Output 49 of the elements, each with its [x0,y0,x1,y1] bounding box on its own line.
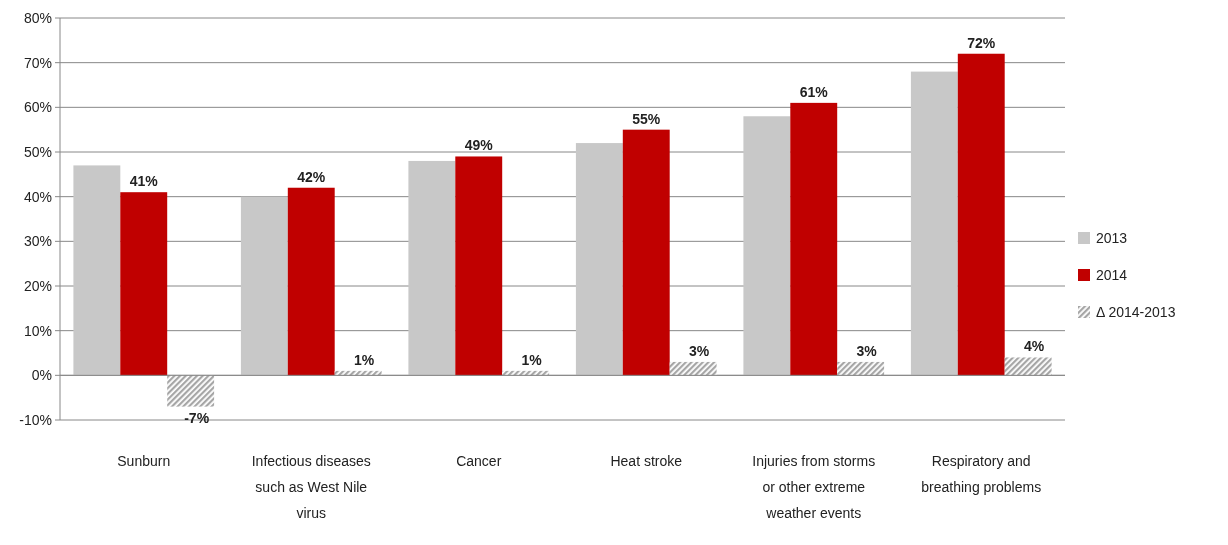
bar [287,187,335,376]
x-tick-label: Injuries from storms or other extreme weather events [752,453,876,521]
y-tick-label: 80% [23,9,52,26]
data-label: 55% [632,110,661,127]
bar [455,156,503,376]
bar [240,196,288,376]
data-label: 49% [464,137,494,154]
y-tick-label: 40% [23,188,52,205]
bar [120,192,168,376]
data-label: 42% [297,168,326,185]
y-tick-label: 30% [23,233,52,250]
bar [73,165,121,376]
legend-label: 2013 [1096,229,1128,246]
data-label: 1% [521,351,543,368]
data-label: 3% [689,342,710,359]
y-tick-label: 0% [31,367,52,384]
bar [837,361,885,376]
x-tick-label: Heat stroke [610,453,683,469]
x-tick-label: Infectious diseases such as West Nile virus [251,453,371,521]
bar [622,129,670,376]
bar [502,370,550,376]
legend-label: 2014 [1096,266,1128,283]
bar [669,361,717,376]
x-tick-label: Sunburn [117,453,171,469]
bar [957,53,1005,376]
bar [575,143,623,376]
bar [743,116,791,376]
data-label: 4% [1024,338,1045,355]
y-tick-label: -10% [19,411,52,428]
bar [1004,357,1052,376]
y-tick-label: 10% [23,322,52,339]
bar [910,71,958,376]
data-label: 1% [354,351,375,368]
y-tick-label: 70% [23,54,52,71]
y-tick-label: 50% [23,143,52,160]
bar [408,160,456,376]
bar [790,102,838,376]
bar [167,375,215,407]
legend-label: Δ 2014-2013 [1096,303,1176,320]
data-label: -7% [184,409,210,426]
bar [334,370,382,376]
x-tick-label: Cancer [456,453,502,469]
data-label: 3% [856,342,878,359]
y-tick-label: 20% [23,277,52,294]
x-tick-label: Respiratory and breathing problems [921,453,1042,495]
y-tick-label: 60% [23,99,52,116]
data-label: 72% [967,34,996,51]
data-label: 61% [799,83,829,100]
data-label: 41% [129,173,159,190]
